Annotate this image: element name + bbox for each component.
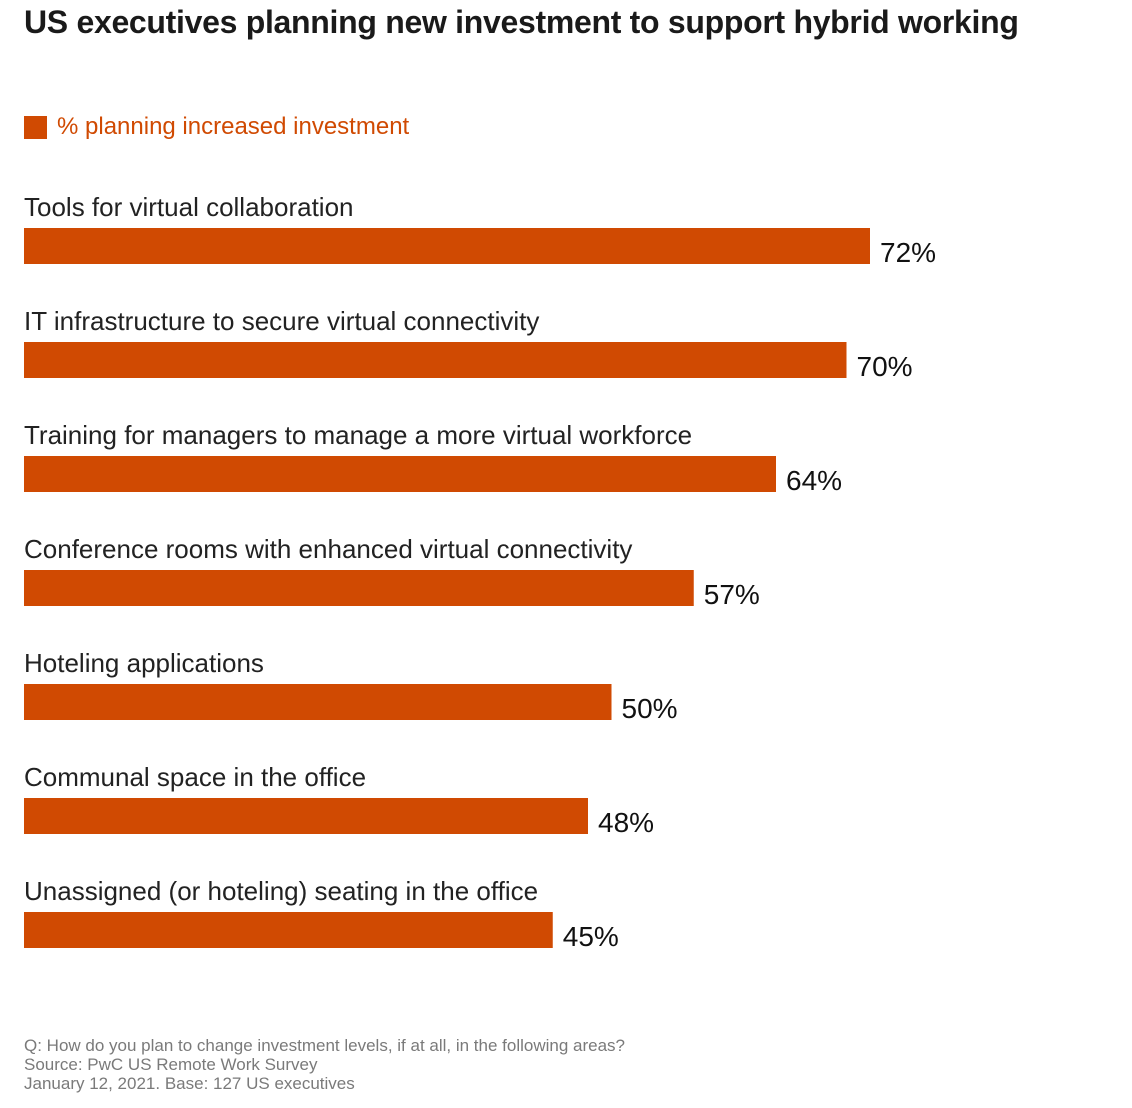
footnote: Q: How do you plan to change investment …: [24, 1036, 625, 1093]
value-label: 50%: [622, 693, 678, 724]
footnote-source: Source: PwC US Remote Work Survey: [24, 1055, 318, 1074]
value-label: 57%: [704, 579, 760, 610]
bar: [24, 570, 694, 606]
bar: [24, 342, 847, 378]
category-label: Unassigned (or hoteling) seating in the …: [24, 876, 538, 906]
chart-title: US executives planning new investment to…: [24, 4, 1019, 40]
legend-label: % planning increased investment: [57, 113, 410, 140]
value-label: 70%: [857, 351, 913, 382]
bar: [24, 456, 776, 492]
category-label: Tools for virtual collaboration: [24, 192, 354, 222]
category-label: Hoteling applications: [24, 648, 264, 678]
bar-chart-plot: Tools for virtual collaboration 72% IT inf…: [24, 192, 936, 952]
category-label: Training for managers to manage a more v…: [24, 420, 692, 450]
legend-swatch: [24, 115, 47, 139]
footnote-question: Q: How do you plan to change investment …: [24, 1036, 626, 1055]
legend: % planning increased investment: [24, 112, 409, 142]
bar: [24, 228, 870, 264]
value-label: 45%: [563, 921, 619, 952]
category-label: IT infrastructure to secure virtual conn…: [24, 306, 539, 336]
value-label: 48%: [598, 807, 654, 838]
bar: [24, 912, 553, 948]
value-label: 72%: [880, 237, 936, 268]
value-label: 64%: [786, 465, 842, 496]
bar: [24, 684, 612, 720]
bar: [24, 798, 588, 834]
footnote-base: January 12, 2021. Base: 127 US executive…: [24, 1074, 355, 1093]
category-label: Communal space in the office: [24, 762, 366, 792]
category-label: Conference rooms with enhanced virtual c…: [24, 534, 632, 564]
